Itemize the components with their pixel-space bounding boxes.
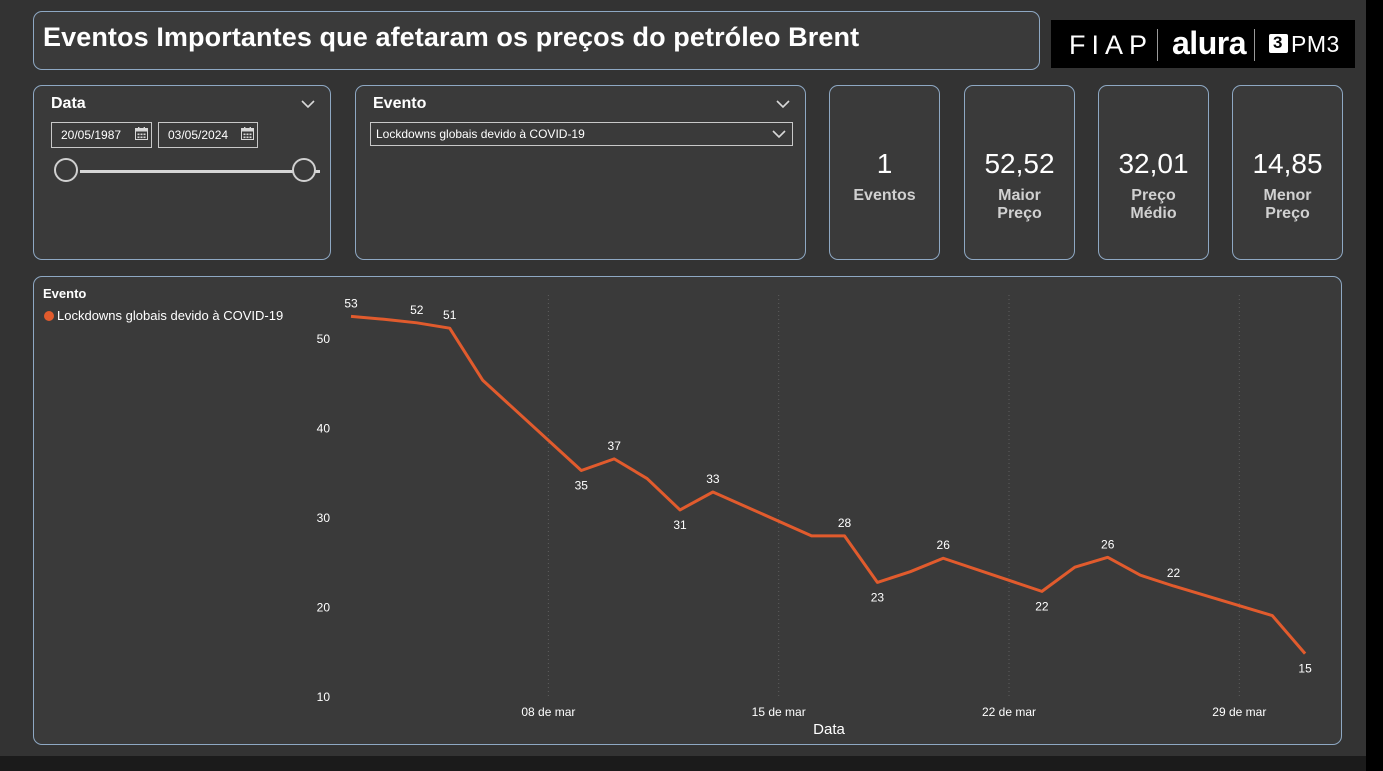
- x-tick-label: 29 de mar: [1212, 705, 1266, 719]
- data-label: 35: [575, 479, 589, 493]
- kpi-card-eventos: 1 Eventos: [829, 85, 940, 260]
- data-label: 53: [344, 296, 358, 310]
- kpi-value: 52,52: [984, 148, 1055, 179]
- kpi-card-preco-medio: 32,01 Preço Médio: [1098, 85, 1209, 260]
- title-panel: Eventos Importantes que afetaram os preç…: [33, 11, 1040, 70]
- x-axis-title: Data: [813, 721, 845, 738]
- data-label: 22: [1167, 566, 1181, 580]
- data-label: 31: [673, 518, 687, 532]
- calendar-icon[interactable]: [135, 127, 148, 140]
- chart-panel: Evento Lockdowns globais devido à COVID-…: [33, 276, 1342, 745]
- data-label: 52: [410, 303, 424, 317]
- y-tick-label: 50: [317, 332, 331, 346]
- data-label: 28: [838, 516, 852, 530]
- event-slicer: Evento Lockdowns globais devido à COVID-…: [355, 85, 806, 260]
- slider-start-handle[interactable]: [54, 158, 78, 182]
- kpi-value: 32,01: [1118, 148, 1189, 179]
- start-date-value: 20/05/1987: [61, 128, 122, 142]
- end-date-value: 03/05/2024: [168, 128, 229, 142]
- data-label: 26: [937, 538, 951, 552]
- end-date-input[interactable]: 03/05/2024: [158, 122, 258, 148]
- chevron-down-icon[interactable]: [772, 128, 786, 140]
- page-title: Eventos Importantes que afetaram os preç…: [43, 22, 860, 52]
- legend-item[interactable]: Lockdowns globais devido à COVID-19: [44, 308, 283, 323]
- kpi-label: Maior Preço: [997, 187, 1042, 222]
- date-range-slider-track[interactable]: [80, 170, 320, 173]
- chevron-down-icon[interactable]: [775, 96, 791, 112]
- bottom-bar: [0, 756, 1383, 771]
- logo-bar: FIAP alura 3 PM3: [1051, 20, 1355, 68]
- kpi-label: Eventos: [853, 187, 916, 204]
- calendar-icon[interactable]: [241, 127, 254, 140]
- date-slicer-title: Data: [51, 95, 86, 112]
- kpi-value: 1: [876, 148, 893, 179]
- y-tick-label: 40: [317, 421, 331, 435]
- legend-label: Lockdowns globais devido à COVID-19: [57, 308, 284, 323]
- logo-divider: [1254, 29, 1255, 61]
- y-tick-label: 30: [317, 511, 331, 525]
- event-dropdown-value: Lockdowns globais devido à COVID-19: [376, 127, 585, 141]
- event-slicer-title: Evento: [373, 95, 427, 112]
- data-label: 15: [1298, 662, 1312, 676]
- logo-divider: [1157, 29, 1158, 61]
- x-tick-label: 22 de mar: [982, 705, 1036, 719]
- date-slicer: Data 20/05/1987 03/05/2024: [33, 85, 331, 260]
- data-label: 37: [608, 439, 622, 453]
- pm3-logo-icon: 3: [1269, 33, 1288, 53]
- data-label: 26: [1101, 537, 1115, 551]
- event-dropdown[interactable]: Lockdowns globais devido à COVID-19: [370, 122, 793, 146]
- data-label: 23: [871, 590, 885, 604]
- kpi-value: 14,85: [1252, 148, 1323, 179]
- x-tick-label: 15 de mar: [752, 705, 806, 719]
- kpi-label: Menor Preço: [1263, 187, 1312, 222]
- y-tick-label: 10: [317, 690, 331, 704]
- y-tick-label: 20: [317, 600, 331, 614]
- pm3-logo: PM3: [1291, 31, 1340, 57]
- legend-marker: [44, 311, 54, 321]
- kpi-card-menor-preco: 14,85 Menor Preço: [1232, 85, 1343, 260]
- line-chart: 08 de mar 15 de mar 22 de mar 29 de mar 10 20…: [317, 295, 1312, 738]
- right-bar: [1366, 0, 1383, 771]
- fiap-logo: FIAP: [1069, 30, 1154, 60]
- slider-end-handle[interactable]: [292, 158, 316, 182]
- kpi-card-maior-preco: 52,52 Maior Preço: [964, 85, 1075, 260]
- start-date-input[interactable]: 20/05/1987: [51, 122, 152, 148]
- alura-logo: alura: [1172, 25, 1246, 61]
- data-label: 51: [443, 308, 457, 322]
- x-tick-label: 08 de mar: [521, 705, 575, 719]
- kpi-label: Preço Médio: [1130, 187, 1177, 222]
- legend-title: Evento: [43, 286, 87, 301]
- data-label: 33: [706, 472, 720, 486]
- data-label: 22: [1035, 599, 1049, 613]
- chevron-down-icon[interactable]: [300, 96, 316, 112]
- series-line: [350, 314, 1307, 655]
